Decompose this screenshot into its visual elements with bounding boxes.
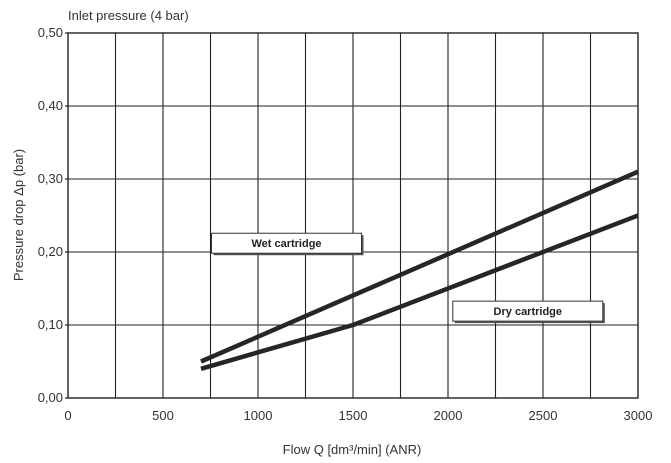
annotation-label: Wet cartridge xyxy=(251,238,321,250)
x-tick-label: 3000 xyxy=(624,408,653,423)
y-tick-label: 0,10 xyxy=(38,317,63,332)
x-tick-label: 2500 xyxy=(529,408,558,423)
grid xyxy=(67,32,639,399)
y-tick-label: 0,20 xyxy=(38,244,63,259)
annotation-label: Dry cartridge xyxy=(494,306,562,318)
y-tick-label: 0,40 xyxy=(38,98,63,113)
series-line-wet-cartridge xyxy=(200,169,639,364)
x-axis-title: Flow Q [dm³/min] (ANR) xyxy=(283,442,422,457)
x-tick-label: 0 xyxy=(64,408,71,423)
series-lines xyxy=(200,169,639,371)
x-axis-ticks: 0 500 1000 1500 2000 2500 3000 xyxy=(64,408,652,423)
chart-title: Inlet pressure (4 bar) xyxy=(68,8,189,23)
y-tick-label: 0,00 xyxy=(38,390,63,405)
series-line-dry-cartridge xyxy=(200,213,639,371)
annotation-box: Wet cartridge xyxy=(211,232,364,256)
x-tick-label: 500 xyxy=(152,408,174,423)
x-tick-label: 1000 xyxy=(244,408,273,423)
y-tick-label: 0,50 xyxy=(38,25,63,40)
annotation-frame xyxy=(452,300,604,322)
y-tick-label: 0,30 xyxy=(38,171,63,186)
x-tick-label: 2000 xyxy=(434,408,463,423)
y-axis-ticks: 0,00 0,10 0,20 0,30 0,40 0,50 xyxy=(38,25,68,405)
annotation-box: Dry cartridge xyxy=(452,300,605,324)
x-tick-label: 1500 xyxy=(339,408,368,423)
annotation-frame xyxy=(211,232,362,254)
annotations: Wet cartridge Dry cartridge xyxy=(211,232,605,324)
y-axis-title: Pressure drop Δp (bar) xyxy=(11,149,26,281)
